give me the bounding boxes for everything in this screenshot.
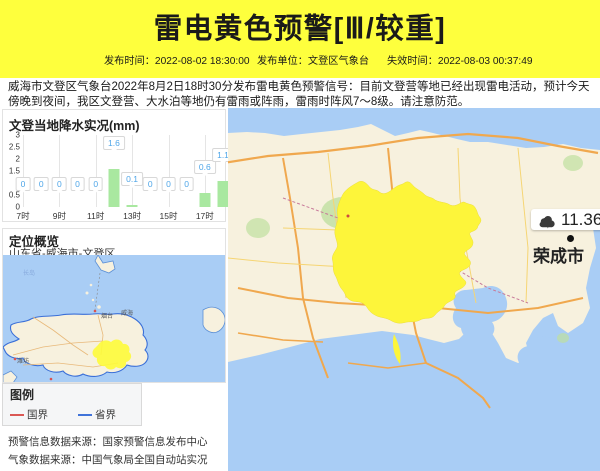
svg-text:烟台: 烟台	[101, 312, 113, 320]
svg-text:潍坊: 潍坊	[17, 357, 29, 365]
svg-text:威海: 威海	[121, 309, 133, 317]
svg-text:长岛: 长岛	[23, 269, 35, 277]
